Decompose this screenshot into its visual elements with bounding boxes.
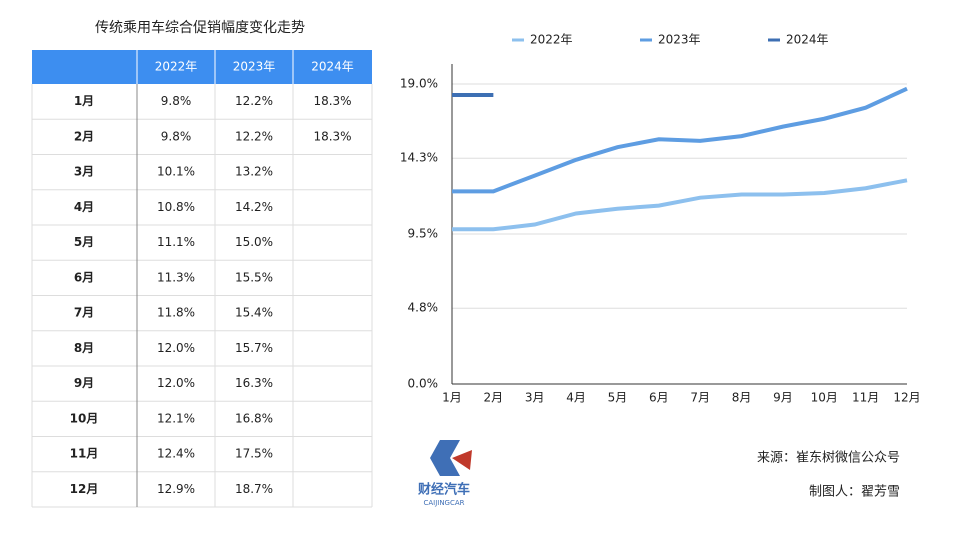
row-label: 9月: [74, 376, 94, 390]
row-label: 4月: [74, 200, 94, 214]
y-tick-label: 0.0%: [408, 377, 439, 391]
y-tick-label: 19.0%: [400, 77, 438, 91]
row-label: 8月: [74, 341, 94, 355]
x-tick-label: 11月: [852, 391, 879, 405]
x-tick-label: 5月: [608, 391, 628, 405]
x-tick-label: 12月: [893, 391, 920, 405]
header-cell: 2022年: [155, 60, 198, 74]
cell: 12.4%: [157, 447, 195, 461]
table-title: 传统乘用车综合促销幅度变化走势: [95, 19, 305, 36]
cell: 9.8%: [161, 129, 192, 143]
x-tick-label: 4月: [566, 391, 586, 405]
logo: [430, 440, 472, 476]
cell: 11.8%: [157, 306, 195, 320]
source: 来源：崔东树微信公众号: [757, 450, 900, 466]
legend-label: 2024年: [786, 33, 829, 47]
cell: 11.1%: [157, 235, 195, 249]
cell: 16.3%: [235, 376, 273, 390]
cell: 15.0%: [235, 235, 273, 249]
cell: 12.1%: [157, 411, 195, 425]
cell: 10.8%: [157, 200, 195, 214]
row-label: 2月: [74, 129, 94, 143]
row-label: 6月: [74, 270, 94, 284]
x-tick-label: 7月: [690, 391, 710, 405]
row-label: 12月: [70, 482, 99, 496]
cell: 12.9%: [157, 482, 195, 496]
row-label: 11月: [70, 447, 99, 461]
x-tick-label: 1月: [442, 391, 462, 405]
y-tick-label: 14.3%: [400, 151, 438, 165]
header-cell: 2023年: [233, 60, 276, 74]
cell: 12.0%: [157, 341, 195, 355]
x-tick-label: 3月: [525, 391, 545, 405]
row-label: 5月: [74, 235, 94, 249]
row-label: 3月: [74, 165, 94, 179]
x-tick-label: 2月: [484, 391, 504, 405]
row-label: 1月: [74, 94, 94, 108]
row-label: 10月: [70, 411, 99, 425]
logo-accent: [452, 450, 472, 470]
cell: 11.3%: [157, 270, 195, 284]
cell: 12.0%: [157, 376, 195, 390]
series-line: [452, 178, 908, 232]
legend-label: 2022年: [530, 33, 573, 47]
cell: 10.1%: [157, 165, 195, 179]
cell: 15.4%: [235, 306, 273, 320]
cell: 14.2%: [235, 200, 273, 214]
table-header-bg: [32, 50, 372, 84]
series-line: [452, 86, 908, 194]
cell: 15.7%: [235, 341, 273, 355]
y-tick-label: 9.5%: [408, 227, 439, 241]
x-tick-label: 8月: [732, 391, 752, 405]
cell: 16.8%: [235, 411, 273, 425]
legend-label: 2023年: [658, 33, 701, 47]
logo-shape: [430, 440, 460, 476]
author: 制图人：翟芳雪: [809, 485, 900, 500]
y-tick-label: 4.8%: [408, 301, 439, 315]
x-tick-label: 6月: [649, 391, 669, 405]
cell: 9.8%: [161, 94, 192, 108]
cell: 15.5%: [235, 270, 273, 284]
cell: 17.5%: [235, 447, 273, 461]
cell: 18.3%: [313, 129, 351, 143]
cell: 12.2%: [235, 94, 273, 108]
x-tick-label: 10月: [811, 391, 838, 405]
header-cell: 2024年: [311, 60, 354, 74]
cell: 18.7%: [235, 482, 273, 496]
row-label: 7月: [74, 306, 94, 320]
logo-text: 财经汽车: [418, 482, 470, 498]
cell: 18.3%: [313, 94, 351, 108]
logo-subtext: CAIJINGCAR: [423, 499, 464, 507]
cell: 12.2%: [235, 129, 273, 143]
cell: 13.2%: [235, 165, 273, 179]
x-tick-label: 9月: [773, 391, 793, 405]
